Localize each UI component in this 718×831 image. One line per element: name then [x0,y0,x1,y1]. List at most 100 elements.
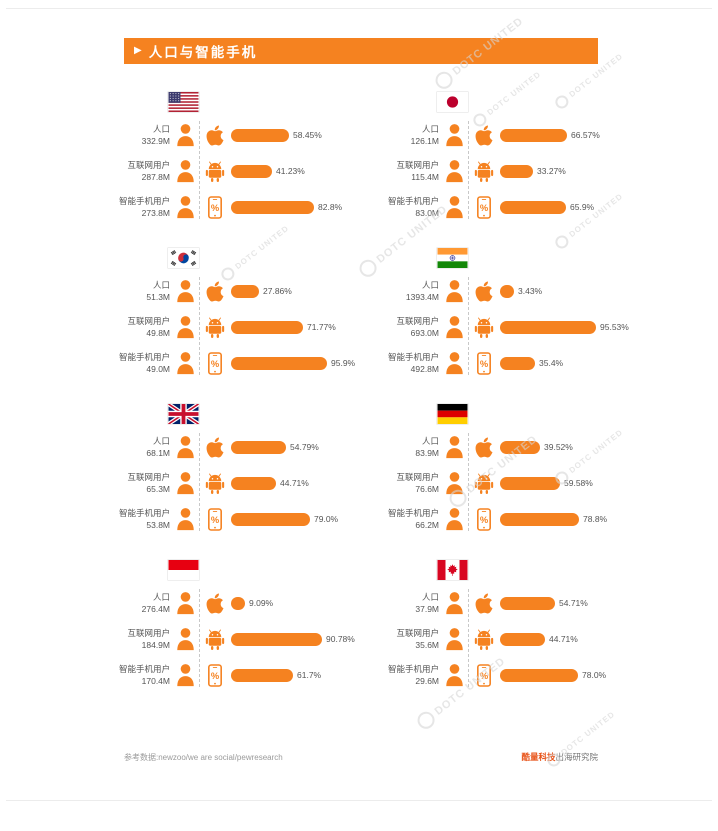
percentage-bar [231,164,272,178]
apple-icon [205,124,225,147]
stat-label: 智能手机用户 [387,351,439,362]
stat-label-group: 智能手机用户 53.8M [118,507,170,532]
stat-row: 人口 37.9M 54.71% [387,585,630,621]
percentage-label: 79.0% [314,514,339,524]
stat-label: 人口 [152,279,170,290]
person-icon [176,159,195,183]
person-icon [445,627,464,651]
stat-value: 492.8M [410,364,439,374]
percentage-label: 33.27% [537,166,566,176]
percentage-label: 3.43% [518,286,543,296]
country-stat-rows: 人口 276.4M 9.09% 互联网用户 184.9M 90.78% 智能手机… [118,585,361,693]
stat-row: 智能手机用户 492.8M 35.4% [387,345,630,381]
percentage-bar [500,164,533,178]
percentage-bar [500,596,555,610]
stat-value: 37.9M [415,604,439,614]
percentage-bar [231,356,327,370]
stat-label-group: 人口 126.1M [387,123,439,148]
percentage-label: 61.7% [297,670,322,680]
watermark-ring-icon [432,68,456,93]
stat-value: 51.3M [146,292,170,302]
stat-label: 智能手机用户 [118,507,170,518]
person-icon [445,471,464,495]
dotted-separator [199,433,200,531]
stat-label: 互联网用户 [127,471,170,482]
stat-row: 互联网用户 287.8M 41.23% [118,153,361,189]
percentage-bar [500,128,567,142]
percentage-bar [500,440,540,454]
stat-label: 智能手机用户 [118,351,170,362]
stat-label-group: 互联网用户 115.4M [387,159,439,184]
stat-label: 智能手机用户 [387,195,439,206]
country-stat-rows: 人口 68.1M 54.79% 互联网用户 65.3M 44.71% 智能手机用… [118,429,361,537]
dotted-separator [468,433,469,531]
stat-label-group: 人口 51.3M [118,279,170,304]
stat-value: 65.3M [146,484,170,494]
percentage-label: 78.0% [582,670,607,680]
percentage-bar [231,476,276,490]
android-icon [474,316,494,339]
percentage-bar [500,320,596,334]
percentage-label: 9.09% [249,598,274,608]
stat-value: 332.9M [141,136,170,146]
stat-row: 互联网用户 76.6M 59.58% [387,465,630,501]
stat-row: 人口 51.3M 27.86% [118,273,361,309]
person-icon [176,279,195,303]
country-stat-rows: 人口 126.1M 66.57% 互联网用户 115.4M 33.27% 智能手… [387,117,630,225]
percentage-label: 82.8% [318,202,343,212]
watermark-ring-icon [414,708,438,733]
flag-india [437,248,468,268]
flag-united-states [168,92,199,112]
stat-label-group: 人口 83.9M [387,435,439,460]
stat-label: 互联网用户 [396,159,439,170]
stat-label-group: 智能手机用户 49.0M [118,351,170,376]
stat-label: 人口 [152,123,170,134]
dotted-separator [199,121,200,219]
country-block: 人口 51.3M 27.86% 互联网用户 49.8M 71.77% 智能手机用… [118,248,361,396]
page-top-edge [6,8,712,9]
stat-label: 互联网用户 [396,471,439,482]
phone-icon [474,508,494,531]
percentage-bar [500,284,514,298]
person-icon [445,195,464,219]
person-icon [445,351,464,375]
country-block: 人口 126.1M 66.57% 互联网用户 115.4M 33.27% 智能手… [387,92,630,240]
country-block: 人口 37.9M 54.71% 互联网用户 35.6M 44.71% 智能手机用… [387,560,630,708]
stat-value: 115.4M [411,172,439,182]
flag-united-kingdom [168,404,199,424]
android-icon [205,160,225,183]
percentage-bar [231,200,314,214]
phone-icon [205,352,225,375]
stat-label-group: 智能手机用户 83.0M [387,195,439,220]
percentage-bar [231,668,293,682]
stat-label: 互联网用户 [127,159,170,170]
stat-row: 智能手机用户 49.0M 95.9% [118,345,361,381]
stat-value: 126.1M [410,136,439,146]
country-stat-rows: 人口 51.3M 27.86% 互联网用户 49.8M 71.77% 智能手机用… [118,273,361,381]
percentage-label: 65.9% [570,202,595,212]
person-icon [176,627,195,651]
stat-label-group: 智能手机用户 273.8M [118,195,170,220]
percentage-bar [231,284,259,298]
stat-label-group: 人口 37.9M [387,591,439,616]
stat-label: 人口 [152,435,170,446]
stat-value: 49.8M [146,328,170,338]
person-icon [445,159,464,183]
stat-label: 人口 [421,279,439,290]
stat-row: 人口 83.9M 39.52% [387,429,630,465]
apple-icon [474,592,494,615]
flag-germany [437,404,468,424]
stat-row: 互联网用户 35.6M 44.71% [387,621,630,657]
percentage-label: 27.86% [263,286,292,296]
percentage-bar [231,128,289,142]
stat-value: 35.6M [415,640,439,650]
country-block: 人口 276.4M 9.09% 互联网用户 184.9M 90.78% 智能手机… [118,560,361,708]
person-icon [176,315,195,339]
percentage-bar [500,668,578,682]
apple-icon [205,436,225,459]
dotted-separator [199,589,200,687]
phone-icon [205,196,225,219]
person-icon [176,591,195,615]
data-source: 参考数据:newzoo/we are social/pewresearch [124,752,283,762]
apple-icon [205,592,225,615]
